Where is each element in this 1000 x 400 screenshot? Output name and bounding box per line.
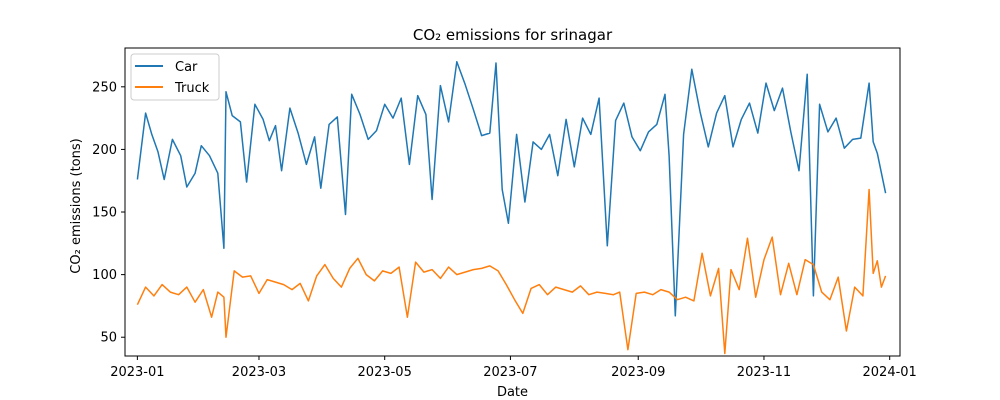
x-tick-label: 2023-01 xyxy=(110,365,164,380)
legend: Car Truck xyxy=(130,53,220,101)
plot-frame xyxy=(124,47,901,357)
y-tick-label: 200 xyxy=(92,143,117,158)
x-axis-label: Date xyxy=(497,385,528,400)
x-tick-label: 2023-09 xyxy=(611,365,665,380)
y-tick-label: 250 xyxy=(92,80,117,95)
x-tick-label: 2023-11 xyxy=(737,365,791,380)
series-line-car xyxy=(136,61,887,317)
y-axis-label: CO₂ emissions (tons) xyxy=(69,138,84,273)
axes: 2023-01 2023-03 2023-05 2023-07 2023-09 2023-… xyxy=(92,47,917,380)
series-line-truck xyxy=(136,188,887,355)
legend-label-car: Car xyxy=(175,60,198,75)
plot-area xyxy=(136,61,887,355)
x-tick-label: 2024-01 xyxy=(863,365,917,380)
y-tick-label: 150 xyxy=(92,206,117,221)
chart-title: CO₂ emissions for srinagar xyxy=(413,26,613,44)
x-tick-label: 2023-07 xyxy=(483,365,537,380)
x-tick-label: 2023-05 xyxy=(358,365,412,380)
y-tick-label: 100 xyxy=(92,268,117,283)
legend-label-truck: Truck xyxy=(174,81,210,96)
x-tick-label: 2023-03 xyxy=(232,365,286,380)
y-tick-label: 50 xyxy=(100,331,117,346)
